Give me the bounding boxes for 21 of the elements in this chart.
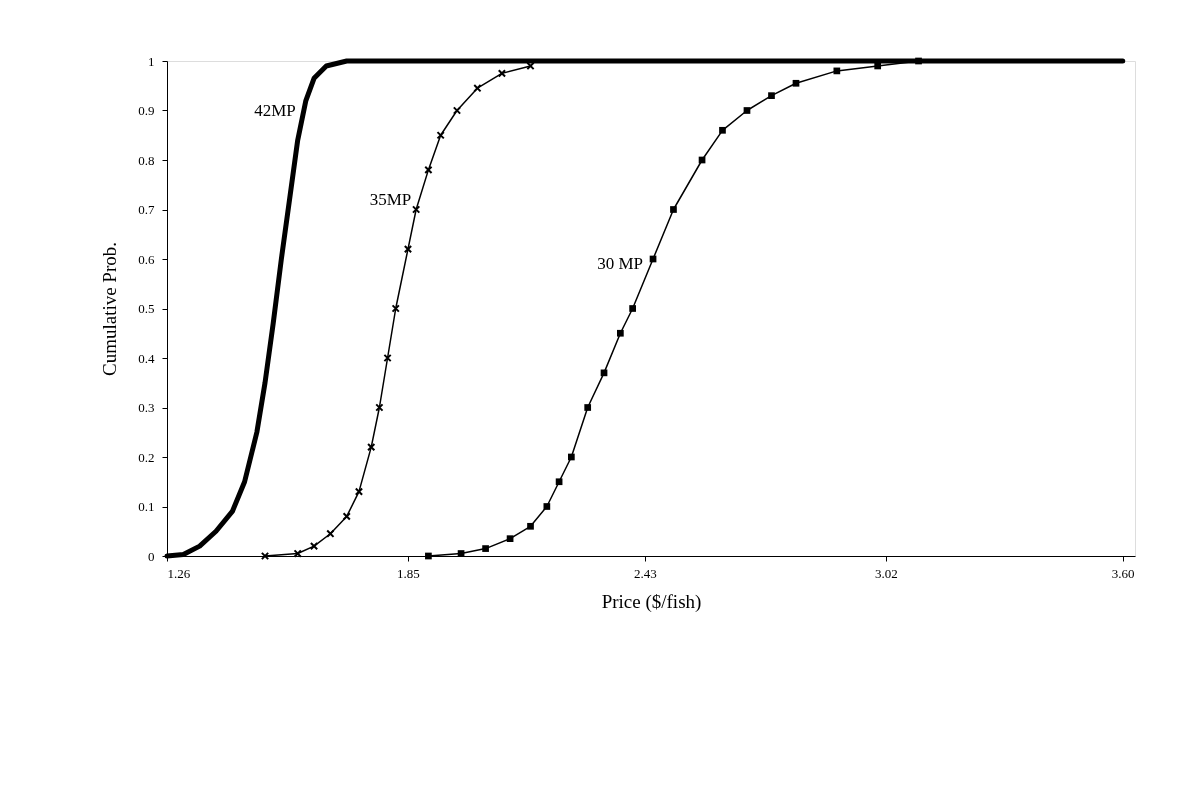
y-tick-label: 0.4 [138, 350, 155, 366]
series-label: 35MP [369, 189, 412, 209]
x-tick-label: 1.85 [397, 565, 420, 581]
y-axis-title: Cumulative Prob. [99, 241, 121, 377]
x-axis-title: Price ($/fish) [601, 590, 702, 613]
series-label: 30 MP [597, 253, 643, 273]
x-tick-label: 3.02 [874, 565, 898, 581]
x-tick-label: 3.60 [1111, 565, 1135, 581]
y-tick-label: 0.9 [138, 103, 155, 118]
y-tick-label: 0.6 [138, 251, 155, 267]
y-tick-label: 0.2 [138, 449, 155, 465]
x-tick-label: 2.43 [634, 565, 657, 581]
y-tick-label: 1 [148, 53, 155, 69]
y-tick-label: 0.3 [138, 400, 155, 415]
series-label: 42MP [254, 100, 296, 120]
y-tick-label: 0.5 [138, 301, 155, 316]
y-tick-label: 0.1 [138, 499, 155, 514]
y-tick-label: 0 [148, 548, 155, 564]
y-tick-label: 0.7 [138, 202, 155, 217]
x-tick-label: 1.26 [167, 565, 191, 581]
y-tick-label: 0.8 [138, 152, 155, 168]
